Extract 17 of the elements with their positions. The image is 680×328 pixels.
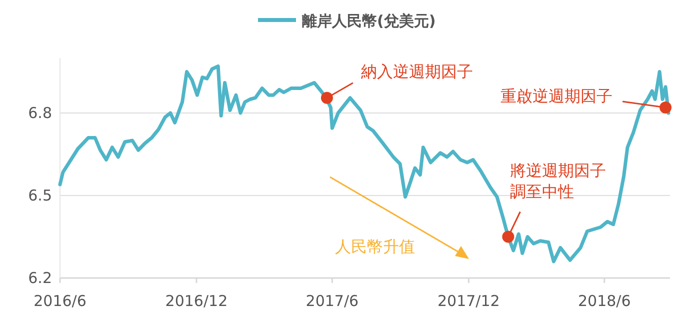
y-tick-label: 6.2 — [28, 269, 52, 287]
annotation: 納入逆週期因子 — [360, 62, 473, 81]
x-tick-label: 2016/12 — [165, 292, 228, 310]
annotation: 將逆週期因子調至中性 — [502, 160, 606, 243]
annotation: 人民幣升值 — [335, 237, 415, 256]
annotation: 重啟逆週期因子 — [500, 86, 613, 106]
y-tick-label: 6.5 — [28, 186, 52, 204]
legend: 離岸人民幣(兌美元) — [258, 12, 436, 30]
x-tick-label: 2017/6 — [306, 292, 359, 310]
x-tick-label: 2017/12 — [437, 292, 500, 310]
legend-label: 離岸人民幣(兌美元) — [301, 12, 436, 30]
annotation: 將逆週期因子調至中性 — [510, 160, 606, 201]
annotation: 納入逆週期因子 — [320, 62, 473, 104]
y-tick-label: 6.8 — [28, 104, 52, 122]
annotation: 重啟逆週期因子 — [500, 86, 672, 114]
x-tick-label: 2016/6 — [34, 292, 86, 310]
x-tick-label: 2018/6 — [578, 292, 631, 310]
